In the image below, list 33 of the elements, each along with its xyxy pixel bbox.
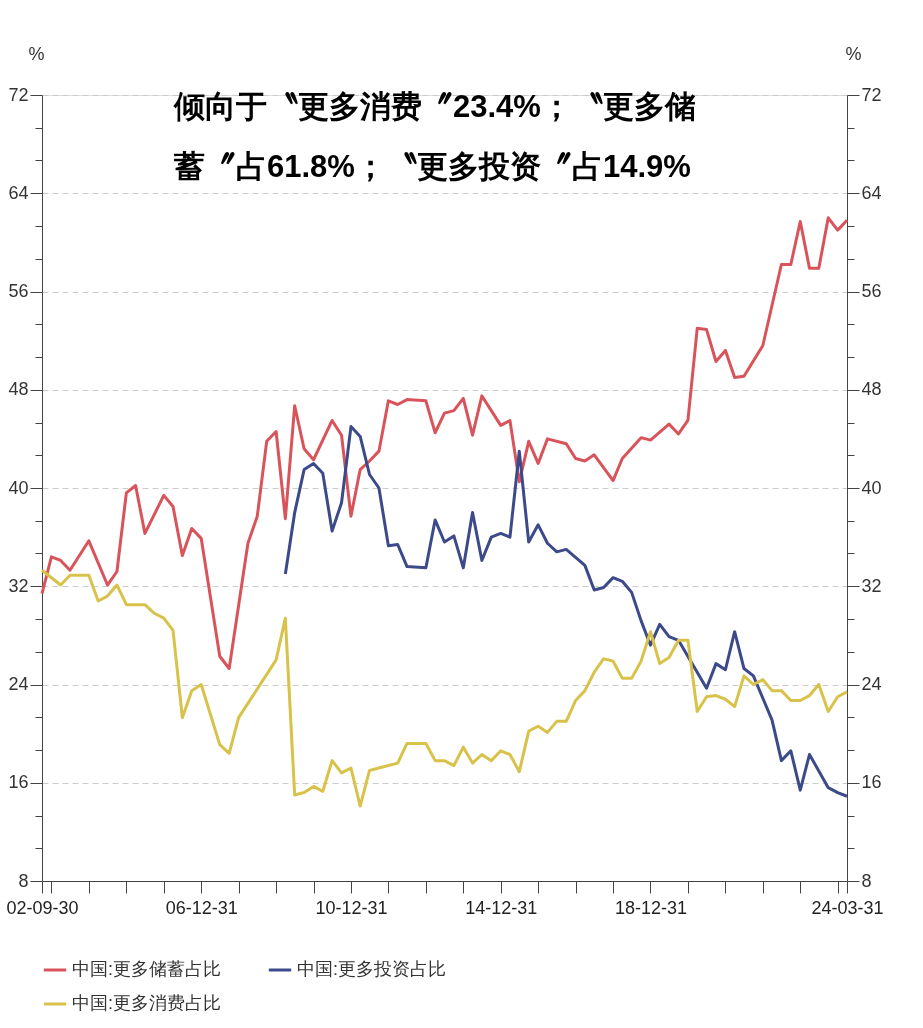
y2-tick-label: 16	[861, 772, 882, 793]
x-tick-label: 18-12-31	[614, 897, 688, 918]
legend-label: 中国:更多投资占比	[297, 959, 447, 979]
y-tick-label: 8	[18, 870, 29, 891]
legend-label: 中国:更多储蓄占比	[72, 959, 222, 979]
y-tick-label: 64	[8, 182, 29, 203]
y2-tick-label: 64	[861, 182, 882, 203]
y-tick-label: 56	[8, 281, 29, 301]
y-tick-label: 72	[8, 84, 29, 105]
y2-tick-label: 40	[861, 477, 882, 498]
x-tick-label: 14-12-31	[465, 897, 538, 918]
y2-axis-title: %	[845, 43, 862, 64]
y2-tick-label: 32	[861, 575, 882, 596]
legend-label: 中国:更多消费占比	[72, 993, 222, 1013]
y-tick-label: 48	[8, 379, 29, 400]
x-tick-label: 10-12-31	[315, 897, 388, 918]
y-tick-label: 24	[8, 674, 29, 694]
line-series	[40, 568, 849, 808]
y-tick-label: 40	[8, 477, 29, 498]
text: 倾向于〝更多消费〞23.4%；〝更多储蓄〞占61.8%；〝更多投资〞占14.9%	[173, 89, 696, 184]
y-tick-label: 32	[8, 575, 29, 596]
y2-tick-label: 24	[861, 674, 882, 694]
x-tick-label: 02-09-30	[6, 897, 79, 918]
y2-tick-label: 56	[861, 281, 882, 301]
line-series	[283, 425, 849, 798]
y2-tick-label: 48	[861, 379, 882, 400]
line-series	[40, 216, 849, 671]
x-tick-label: 24-03-31	[811, 897, 884, 918]
y2-tick-label: 72	[861, 84, 882, 105]
y-axis-title: %	[28, 43, 45, 64]
x-tick-label: 06-12-31	[165, 897, 238, 918]
y2-tick-label: 8	[861, 870, 872, 891]
y-tick-label: 16	[8, 772, 29, 793]
